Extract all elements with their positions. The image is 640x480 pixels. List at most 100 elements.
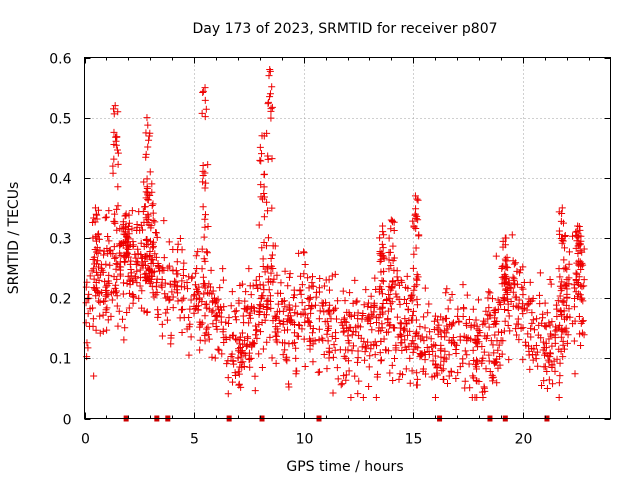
data-point	[311, 301, 319, 309]
data-point	[127, 266, 135, 274]
data-point	[411, 192, 419, 200]
data-point	[558, 326, 566, 334]
data-point	[214, 303, 222, 311]
data-point	[217, 318, 225, 326]
data-point	[95, 235, 103, 243]
data-point	[126, 241, 134, 249]
data-point	[198, 265, 206, 273]
data-point	[258, 132, 266, 140]
data-point	[123, 308, 131, 316]
data-point	[349, 342, 357, 350]
data-point	[409, 217, 417, 225]
data-point	[390, 324, 398, 332]
data-point	[518, 300, 526, 308]
data-point	[266, 333, 274, 341]
data-point	[371, 351, 379, 359]
data-point	[570, 303, 578, 311]
data-point	[296, 287, 304, 295]
data-point	[577, 232, 585, 240]
data-point	[131, 250, 139, 258]
data-point	[94, 249, 102, 257]
data-point	[259, 195, 267, 203]
data-point	[444, 325, 452, 333]
data-point	[577, 319, 585, 327]
data-point	[563, 285, 571, 293]
data-point	[234, 354, 242, 362]
data-point	[409, 337, 417, 345]
data-point	[240, 319, 248, 327]
data-point	[413, 195, 421, 203]
data-point	[268, 103, 276, 111]
data-point	[442, 355, 450, 363]
data-point	[390, 226, 398, 234]
data-point	[397, 320, 405, 328]
data-point	[542, 323, 550, 331]
data-point	[559, 337, 567, 345]
data-point	[244, 304, 252, 312]
data-point	[264, 207, 272, 215]
data-point	[158, 266, 166, 274]
data-point	[520, 279, 528, 287]
data-point	[493, 379, 501, 387]
data-point	[263, 297, 271, 305]
data-point	[355, 377, 363, 385]
data-point	[297, 310, 305, 318]
data-point	[578, 329, 586, 337]
data-point	[266, 90, 274, 98]
data-point	[265, 72, 273, 80]
data-point	[416, 323, 424, 331]
data-point	[190, 302, 198, 310]
data-point	[325, 308, 333, 316]
data-point	[264, 234, 272, 242]
data-point	[485, 304, 493, 312]
data-point	[274, 300, 282, 308]
data-point	[526, 278, 534, 286]
data-point	[329, 353, 337, 361]
data-point	[101, 214, 109, 222]
data-point	[295, 249, 303, 257]
data-point	[504, 300, 512, 308]
data-point	[463, 337, 471, 345]
data-point	[112, 141, 120, 149]
y-tick-label: 0.2	[49, 292, 71, 308]
data-point	[408, 297, 416, 305]
data-point	[402, 283, 410, 291]
data-point	[135, 294, 143, 302]
data-point	[364, 299, 372, 307]
data-point	[546, 275, 554, 283]
y-tick-label: 0	[63, 413, 72, 429]
data-point	[173, 286, 181, 294]
data-point	[309, 358, 317, 366]
data-point	[384, 315, 392, 323]
data-point	[110, 110, 118, 118]
data-point	[200, 233, 208, 241]
data-point	[439, 365, 447, 373]
data-point	[579, 261, 587, 269]
data-point	[365, 363, 373, 371]
data-point	[420, 337, 428, 345]
data-point	[354, 315, 362, 323]
data-point	[185, 313, 193, 321]
data-point	[208, 353, 216, 361]
data-point	[134, 259, 142, 267]
data-point	[354, 347, 362, 355]
data-point	[377, 357, 385, 365]
data-point	[499, 337, 507, 345]
data-point	[537, 334, 545, 342]
data-point	[315, 288, 323, 296]
data-point	[145, 132, 153, 140]
data-point	[332, 334, 340, 342]
data-point	[565, 248, 573, 256]
data-point	[334, 297, 342, 305]
data-point	[125, 219, 133, 227]
data-point	[412, 244, 420, 252]
data-point	[184, 285, 192, 293]
data-point	[153, 233, 161, 241]
data-point	[231, 369, 239, 377]
data-point	[227, 302, 235, 310]
data-point	[161, 290, 169, 298]
data-point	[142, 261, 150, 269]
data-point	[322, 276, 330, 284]
data-point	[199, 178, 207, 186]
data-point	[308, 302, 316, 310]
